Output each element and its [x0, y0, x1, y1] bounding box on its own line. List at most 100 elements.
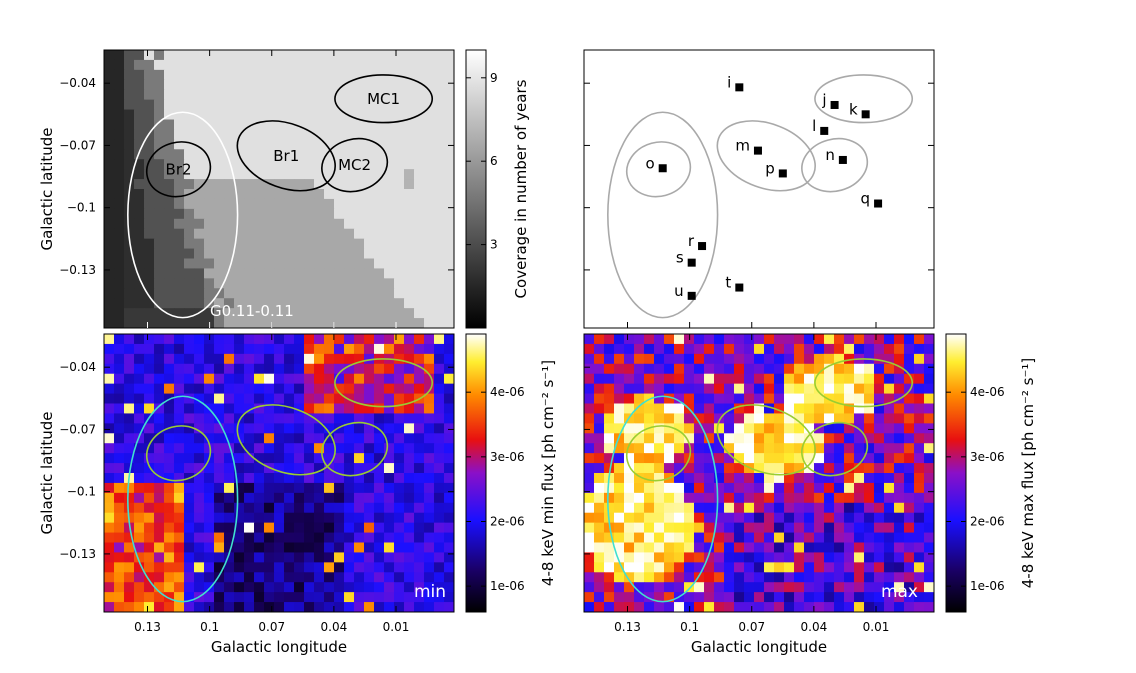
minflux-cell: [214, 532, 225, 544]
coverage-cell: [304, 318, 315, 328]
minflux-cell: [374, 532, 385, 544]
maxflux-cell: [584, 393, 595, 405]
coverage-cell: [284, 268, 295, 279]
coverage-cell: [244, 50, 255, 61]
maxflux-cell: [664, 592, 675, 603]
coverage-cell: [314, 248, 325, 260]
colorbar-tick-label: 3e-06: [970, 450, 1005, 464]
coverage-cell: [414, 298, 425, 309]
minflux-cell: [134, 393, 145, 405]
coverage-cell: [224, 308, 235, 319]
coverage-cell: [354, 159, 365, 170]
minflux-cell: [414, 453, 425, 464]
maxflux-cell: [864, 383, 875, 395]
minflux-cell: [424, 492, 435, 504]
coverage-cell: [244, 268, 255, 279]
coverage-cell: [154, 149, 165, 160]
coverage-cell: [224, 248, 235, 260]
minflux-cell: [314, 542, 325, 554]
maxflux-cell: [894, 542, 905, 554]
coverage-cell: [174, 218, 185, 230]
maxflux-cell: [714, 572, 725, 583]
source-label-k: k: [849, 100, 858, 118]
minflux-cell: [344, 383, 355, 395]
minflux-cell: [274, 343, 285, 355]
coverage-cell: [364, 238, 375, 250]
coverage-cell: [294, 198, 305, 210]
coverage-cell: [334, 238, 345, 250]
coverage-cell: [324, 208, 335, 220]
coverage-cell: [214, 218, 225, 230]
maxflux-cell: [814, 542, 825, 554]
minflux-cell: [184, 582, 195, 593]
coverage-cell: [384, 159, 395, 170]
coverage-cell: [164, 298, 175, 309]
minflux-cell: [164, 334, 175, 345]
coverage-cell: [234, 159, 245, 170]
minflux-cell: [354, 453, 365, 464]
minflux-cell: [434, 542, 445, 554]
minflux-cell: [264, 443, 275, 454]
coverage-cell: [294, 258, 305, 270]
coverage-cell: [314, 99, 325, 111]
minflux-cell: [334, 473, 345, 484]
maxflux-cell: [824, 343, 835, 355]
maxflux-cell: [694, 383, 705, 395]
minflux-cell: [274, 562, 285, 573]
coverage-cell: [444, 169, 454, 180]
maxflux-cell: [834, 433, 845, 444]
maxflux-cell: [874, 353, 885, 365]
maxflux-cell: [714, 512, 725, 524]
coverage-cell: [434, 79, 445, 91]
minflux-cell: [154, 582, 165, 593]
coverage-cell: [264, 298, 275, 309]
maxflux-cell: [674, 343, 685, 355]
maxflux-cell: [814, 423, 825, 434]
coverage-cell: [424, 119, 435, 131]
coverage-cell: [184, 318, 195, 328]
coverage-cell: [204, 198, 215, 210]
source-marker-u: [687, 291, 696, 300]
maxflux-cell: [754, 542, 765, 554]
minflux-cell: [274, 582, 285, 593]
minflux-cell: [104, 512, 115, 524]
coverage-cell: [144, 149, 155, 160]
minflux-cell: [424, 582, 435, 593]
coverage-cell: [164, 99, 175, 111]
minflux-cell: [414, 592, 425, 603]
coverage-cell: [234, 278, 245, 289]
coverage-cell: [164, 119, 175, 131]
coverage-cell: [284, 278, 295, 289]
minflux-cell: [394, 582, 405, 593]
coverage-cell: [354, 228, 365, 240]
coverage-cell: [174, 139, 185, 150]
coverage-cell: [204, 109, 215, 121]
maxflux-cell: [594, 502, 605, 514]
maxflux-cell: [894, 403, 905, 415]
coverage-cell: [174, 208, 185, 220]
minflux-cell: [184, 334, 195, 345]
maxflux-cell: [604, 383, 615, 395]
minflux-cell: [144, 373, 155, 385]
minflux-cell: [424, 334, 435, 345]
coverage-cell: [334, 278, 345, 289]
minflux-cell: [304, 413, 315, 424]
coverage-cell: [244, 198, 255, 210]
maxflux-cell: [914, 343, 925, 355]
coverage-cell: [364, 318, 375, 328]
maxflux-cell: [774, 602, 785, 612]
minflux-cell: [394, 473, 405, 484]
maxflux-cell: [834, 492, 845, 504]
maxflux-cell: [874, 562, 885, 573]
maxflux-cell: [874, 492, 885, 504]
coverage-cell: [314, 119, 325, 131]
maxflux-cell: [614, 512, 625, 524]
minflux-cell: [404, 502, 415, 514]
maxflux-cell: [664, 512, 675, 524]
maxflux-cell: [864, 473, 875, 484]
maxflux-cell: [714, 453, 725, 464]
coverage-cell: [404, 119, 415, 131]
maxflux-cell: [874, 592, 885, 603]
minflux-cell: [324, 334, 335, 345]
